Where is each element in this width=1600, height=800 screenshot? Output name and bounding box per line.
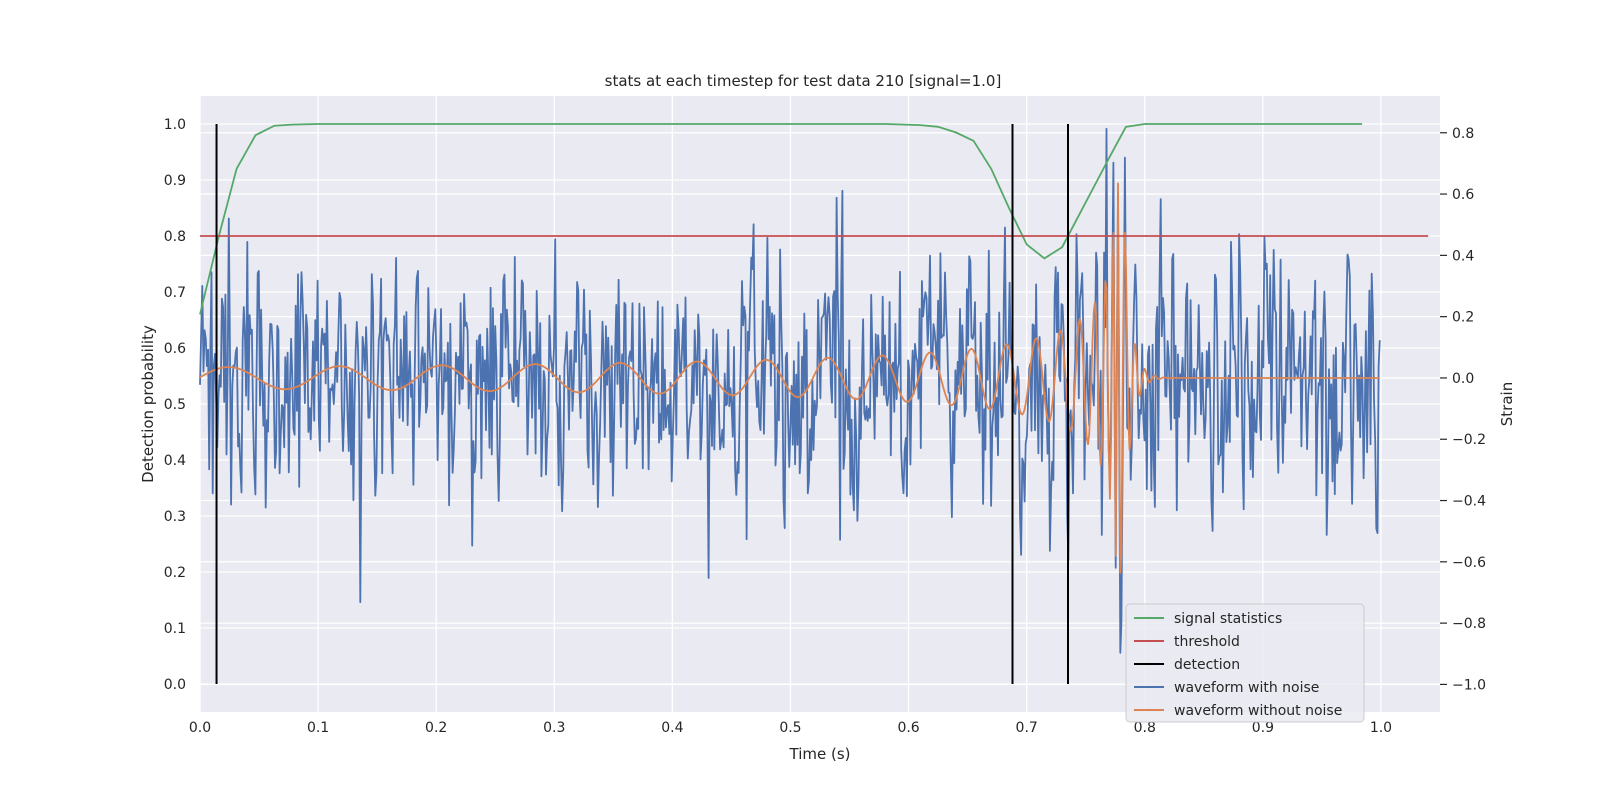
x-tick-label: 0.2: [425, 720, 447, 736]
y-tick-label: 0.3: [164, 509, 186, 525]
legend-label: waveform with noise: [1174, 680, 1319, 696]
x-tick-label: 0.4: [661, 720, 683, 736]
y2-tick-label: −0.8: [1452, 616, 1486, 632]
y-tick-label: 0.2: [164, 565, 186, 581]
legend-label: signal statistics: [1174, 611, 1282, 627]
y2-tick-label: 0.4: [1452, 248, 1474, 264]
legend-label: threshold: [1174, 634, 1240, 650]
y-tick-label: 0.9: [164, 173, 186, 189]
y2-tick-label: −0.2: [1452, 432, 1486, 448]
x-tick-label: 1.0: [1370, 720, 1392, 736]
x-tick-label: 0.9: [1252, 720, 1274, 736]
y-axis-label: Detection probability: [139, 325, 157, 483]
y-tick-label: 0.0: [164, 677, 186, 693]
x-tick-label: 0.3: [543, 720, 565, 736]
y-tick-label: 0.8: [164, 229, 186, 245]
waveform-with-noise-line: [199, 127, 1381, 654]
waveform-without-noise-line: [199, 182, 1380, 574]
axes: 0.0 0.1 0.2 0.3 0.4 0.5 0.6 0.7 0.8 0.9 1.0 0.0 0.1 0…: [164, 117, 1486, 736]
y2-tick-label: 0.0: [1452, 371, 1474, 387]
y2-axis-label: Strain: [1498, 382, 1516, 426]
y-tick-label: 0.6: [164, 341, 186, 357]
legend-label: waveform without noise: [1174, 703, 1342, 719]
y-tick-label: 0.1: [164, 621, 186, 637]
x-tick-label: 0.1: [307, 720, 329, 736]
y2-tick-label: −0.6: [1452, 555, 1486, 571]
legend-label: detection: [1174, 657, 1240, 673]
x-tick-label: 0.8: [1134, 720, 1156, 736]
y-tick-label: 0.7: [164, 285, 186, 301]
y2-tick-label: −1.0: [1452, 677, 1486, 693]
x-tick-label: 0.0: [189, 720, 211, 736]
x-tick-label: 0.6: [897, 720, 919, 736]
chart-title: stats at each timestep for test data 210…: [605, 72, 1002, 90]
legend: signal statistics threshold detection wavef…: [1125, 603, 1365, 723]
x-tick-label: 0.5: [779, 720, 801, 736]
signal-statistics-line: [199, 123, 1363, 315]
legend-box: [1125, 603, 1365, 723]
y2-tick-label: 0.8: [1452, 126, 1474, 142]
y-tick-label: 0.4: [164, 453, 186, 469]
y-tick-label: 1.0: [164, 117, 186, 133]
x-axis-label: Time (s): [789, 745, 851, 763]
y2-tick-label: 0.6: [1452, 187, 1474, 203]
y2-tick-label: 0.2: [1452, 310, 1474, 326]
x-tick-label: 0.7: [1016, 720, 1038, 736]
plot-series: [199, 123, 1429, 684]
y2-tick-label: −0.4: [1452, 494, 1486, 510]
y-tick-label: 0.5: [164, 397, 186, 413]
